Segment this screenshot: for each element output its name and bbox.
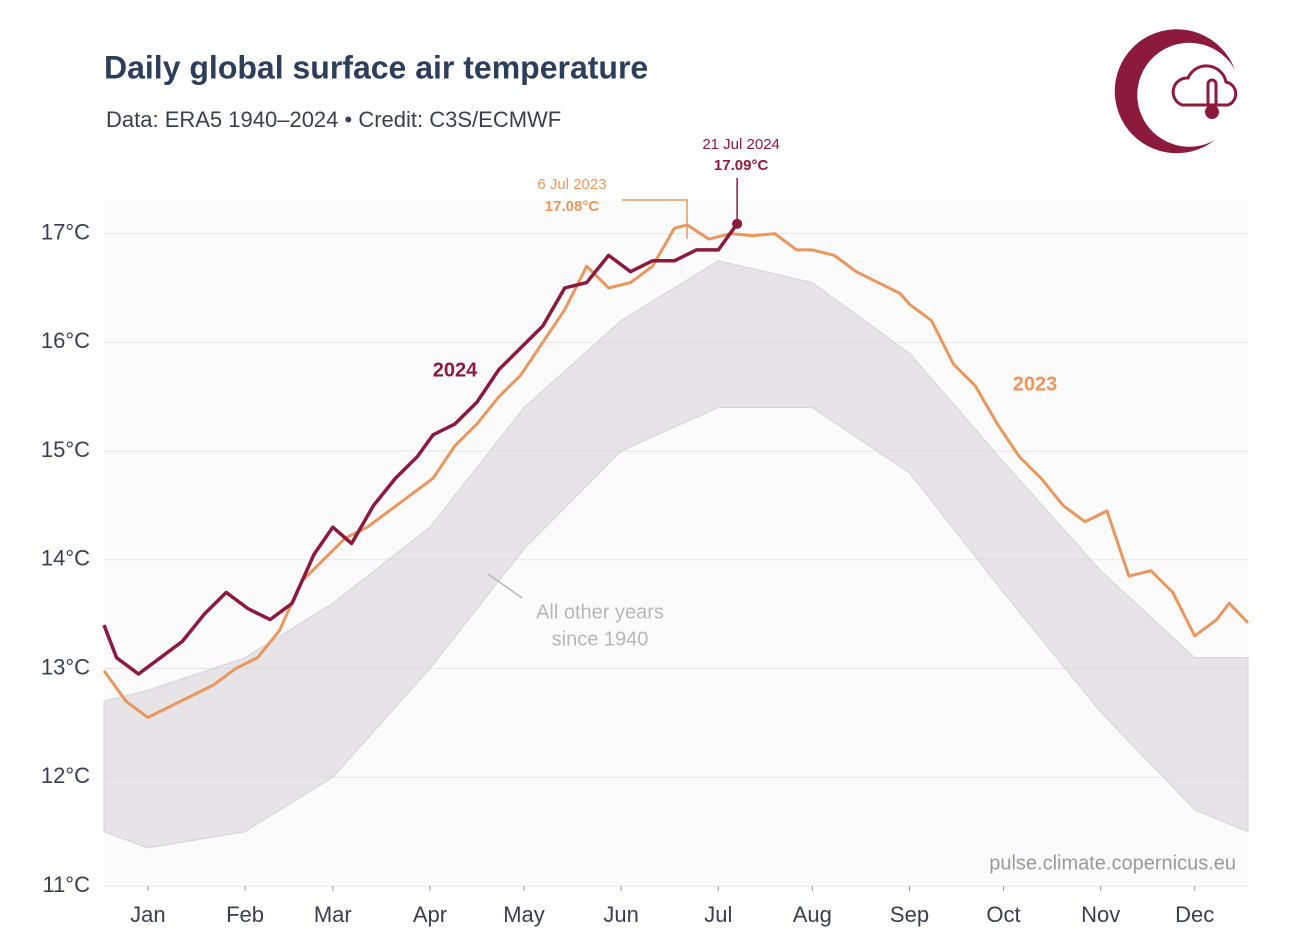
x-tick-label: Oct [986, 902, 1020, 927]
x-tick-label: Sep [890, 902, 929, 927]
chart-subtitle: Data: ERA5 1940–2024 • Credit: C3S/ECMWF [106, 107, 561, 132]
x-tick-label: Aug [793, 902, 832, 927]
x-tick-label: Dec [1175, 902, 1214, 927]
y-tick-label: 13°C [41, 654, 90, 679]
y-tick-label: 17°C [41, 219, 90, 244]
logo [1114, 29, 1238, 154]
source: pulse.climate.copernicus.eu [989, 852, 1236, 874]
series-label: 2024 [433, 359, 478, 381]
x-tick-label: Apr [413, 902, 447, 927]
annotation-value: 17.08°C [545, 198, 600, 215]
other-years-band [103, 260, 1249, 849]
x-tick-label: Nov [1081, 902, 1120, 927]
x-tick-label: May [503, 902, 545, 927]
annotation-value: 17.09°C [714, 157, 769, 174]
series-label: 2023 [1013, 373, 1058, 395]
x-tick-label: Jan [130, 902, 165, 927]
x-tick-label: Feb [226, 902, 264, 927]
y-tick-label: 11°C [42, 872, 90, 897]
band-label: All other years [536, 601, 664, 623]
band-label: since 1940 [552, 628, 649, 650]
highlight-point [732, 218, 743, 229]
x-tick-label: Jun [603, 902, 638, 927]
series-line [102, 222, 739, 676]
y-tick-label: 14°C [41, 546, 90, 571]
x-tick-label: Jul [704, 902, 732, 927]
y-tick-label: 12°C [41, 763, 90, 788]
chart-title: Daily global surface air temperature [104, 49, 648, 85]
annotation-leader [621, 199, 688, 239]
annotation-date: 6 Jul 2023 [537, 176, 606, 193]
x-tick-label: Mar [314, 902, 352, 927]
annotation-date: 21 Jul 2024 [702, 136, 780, 153]
y-tick-label: 15°C [41, 437, 90, 462]
band-pointer [487, 573, 523, 599]
y-tick-label: 16°C [41, 328, 90, 353]
